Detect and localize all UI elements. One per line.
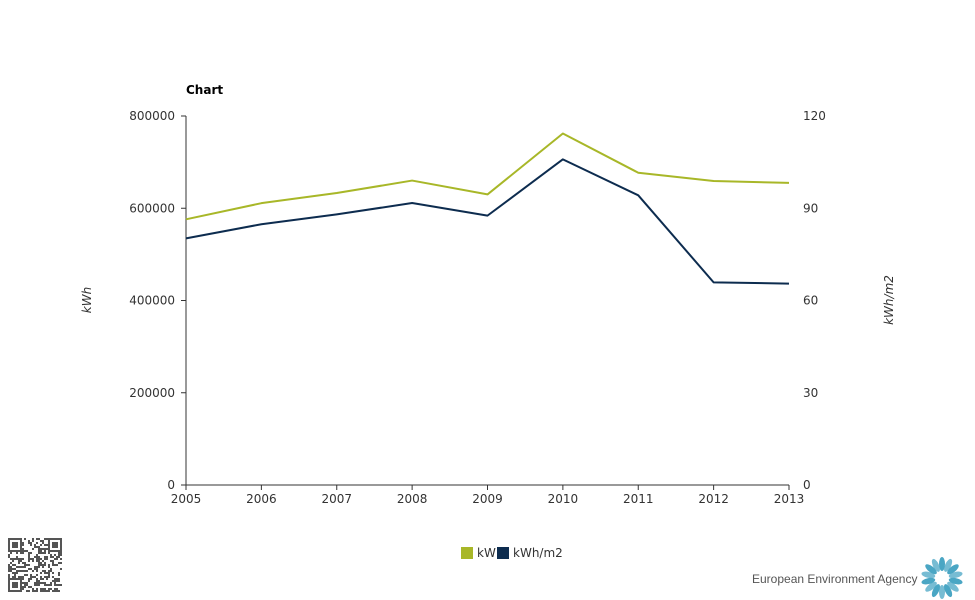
y-right-tick-label: 60 (803, 294, 818, 308)
x-tick-label: 2005 (171, 492, 202, 506)
y-left-tick-label: 400000 (129, 294, 175, 308)
y-left-tick-label: 0 (167, 478, 175, 492)
chart-title: Chart (186, 83, 223, 97)
legend-swatch-1[interactable] (461, 547, 473, 559)
y-right-tick-label: 30 (803, 386, 818, 400)
y-right-tick-label: 90 (803, 201, 818, 215)
x-tick-label: 2008 (397, 492, 428, 506)
x-tick-label: 2013 (774, 492, 805, 506)
y-left-tick-label: 200000 (129, 386, 175, 400)
series-layer (185, 132, 790, 285)
x-tick-label: 2010 (548, 492, 579, 506)
y-left-tick-label: 800000 (129, 109, 175, 123)
y-right-tick-label: 0 (803, 478, 811, 492)
qr-code-icon[interactable] (8, 538, 62, 592)
x-tick-label: 2009 (472, 492, 503, 506)
x-tick-label: 2007 (321, 492, 352, 506)
legend: kW kWh/m2 (461, 546, 563, 560)
x-tick-label: 2011 (623, 492, 654, 506)
axes: 0 200000 400000 600000 800000 0 30 60 90 120 2005 2… (129, 109, 826, 506)
eea-logo[interactable]: European Environment Agency (752, 556, 972, 600)
series-line-2[interactable] (185, 158, 790, 285)
series-line-1[interactable] (185, 132, 790, 221)
brand-name: European Environment Agency (752, 572, 918, 586)
legend-swatch-2[interactable] (497, 547, 509, 559)
eea-logo-icon (921, 557, 963, 599)
y-right-tick-label: 120 (803, 109, 826, 123)
x-tick-label: 2012 (698, 492, 729, 506)
y-left-tick-label: 600000 (129, 201, 175, 215)
y-axis-left-title: kWh (80, 287, 94, 313)
y-axis-right-title: kWh/m2 (882, 275, 896, 325)
legend-label-1[interactable]: kW (477, 546, 496, 560)
x-tick-label: 2006 (246, 492, 277, 506)
legend-label-2[interactable]: kWh/m2 (513, 546, 563, 560)
